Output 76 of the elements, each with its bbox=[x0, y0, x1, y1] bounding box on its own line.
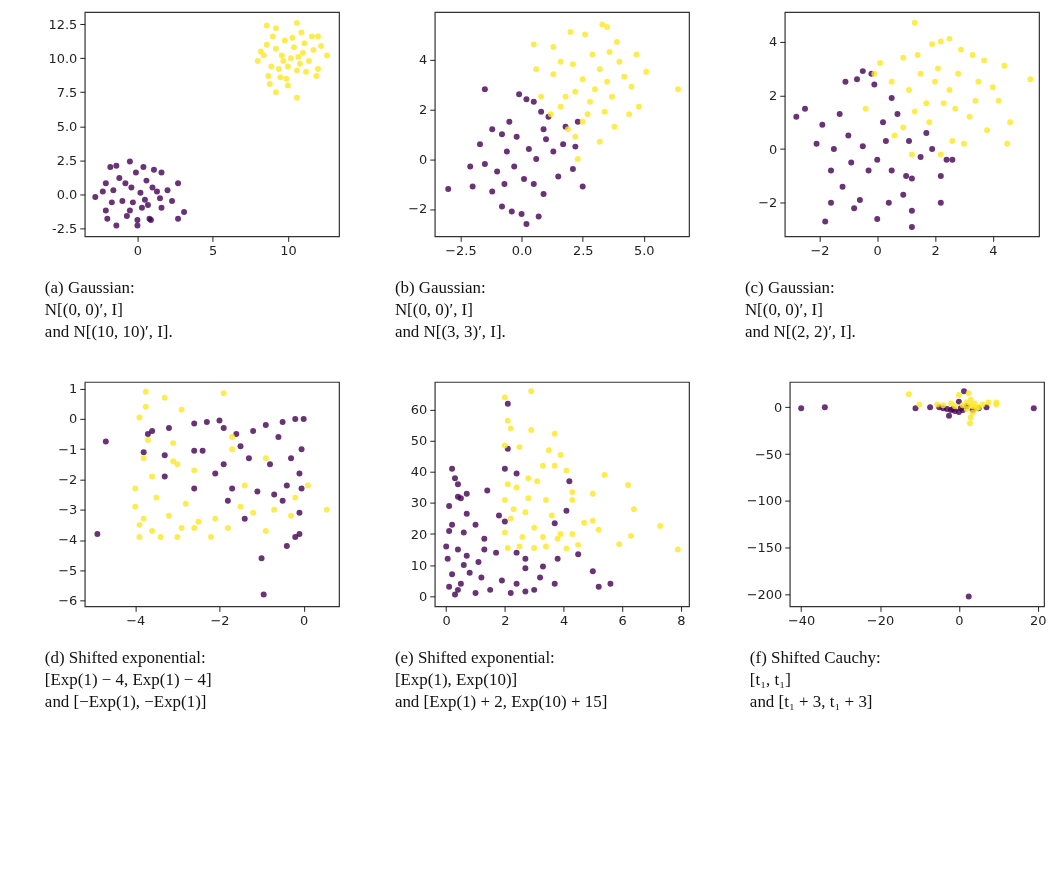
text: and N[(3, 3)′, I]. bbox=[394, 322, 506, 342]
x-tick-label: −2 bbox=[810, 242, 830, 258]
y-tick-label: 4 bbox=[769, 34, 778, 50]
x-tick-label: 5.0 bbox=[634, 242, 655, 258]
x-tick-label: −4 bbox=[126, 612, 146, 628]
y-tick-label: 12.5 bbox=[48, 16, 78, 32]
text: (e) Shifted exponential: bbox=[394, 648, 555, 668]
text: and N[(2, 2)′, I]. bbox=[744, 322, 856, 342]
x-tick-label: 8 bbox=[677, 612, 686, 628]
y-tick-label: 20 bbox=[410, 526, 428, 542]
text: N[(0, 0)′, I] bbox=[44, 300, 123, 320]
y-tick-label: −2 bbox=[408, 201, 428, 217]
y-tick-label: -2.5 bbox=[52, 220, 78, 236]
y-tick-label: −5 bbox=[58, 562, 78, 578]
y-tick-label: 0 bbox=[419, 588, 428, 604]
y-tick-label: 40 bbox=[410, 464, 428, 480]
text: (b) Gaussian: bbox=[394, 278, 486, 298]
y-tick-label: 0.0 bbox=[56, 186, 78, 202]
text: (a) Gaussian: bbox=[44, 278, 135, 298]
y-tick-label: 2 bbox=[419, 101, 428, 117]
text: (d) Shifted exponential: bbox=[44, 648, 206, 668]
text: N[(0, 0)′, I] bbox=[744, 300, 823, 320]
x-tick-label: −40 bbox=[788, 612, 816, 628]
text: [t₁, t₁] bbox=[749, 670, 791, 690]
y-tick-label: 10.0 bbox=[48, 50, 78, 66]
y-tick-label: 7.5 bbox=[56, 84, 78, 100]
y-tick-label: −2 bbox=[58, 471, 78, 487]
y-tick-label: 50 bbox=[410, 433, 428, 449]
y-tick-label: 60 bbox=[410, 402, 428, 418]
y-tick-label: 0 bbox=[69, 411, 78, 427]
x-tick-label: 10 bbox=[280, 242, 297, 258]
x-tick-label: 0 bbox=[955, 612, 964, 628]
x-tick-label: 0 bbox=[873, 242, 882, 258]
text: N[(0, 0)′, I] bbox=[394, 300, 473, 320]
x-tick-label: 0 bbox=[442, 612, 451, 628]
y-tick-label: 5.0 bbox=[56, 118, 78, 134]
y-tick-label: −4 bbox=[58, 532, 78, 548]
text: and [−Exp(1), −Exp(1)] bbox=[44, 692, 207, 712]
y-tick-label: −1 bbox=[58, 441, 78, 457]
text: (f) Shifted Cauchy: bbox=[749, 648, 881, 668]
text: and [t₁ + 3, t₁ + 3] bbox=[749, 692, 873, 712]
y-tick-label: −200 bbox=[746, 587, 783, 603]
text: and N[(10, 10)′, I]. bbox=[44, 322, 173, 342]
y-tick-label: 1 bbox=[69, 381, 78, 397]
x-tick-label: 4 bbox=[559, 612, 569, 628]
text: [Exp(1) − 4, Exp(1) − 4] bbox=[44, 670, 212, 690]
x-tick-label: 0.0 bbox=[511, 242, 533, 258]
y-tick-label: 2.5 bbox=[56, 152, 78, 168]
y-tick-label: 0 bbox=[774, 399, 783, 415]
y-tick-label: −150 bbox=[746, 540, 783, 556]
y-tick-label: 0 bbox=[419, 151, 428, 167]
y-tick-label: 4 bbox=[419, 51, 428, 67]
x-tick-label: 4 bbox=[989, 242, 998, 258]
y-tick-label: 10 bbox=[410, 557, 428, 573]
y-tick-label: −100 bbox=[746, 493, 783, 509]
x-tick-label: 2 bbox=[931, 242, 940, 258]
x-tick-label: 0 bbox=[133, 242, 143, 258]
text: (c) Gaussian: bbox=[744, 278, 835, 298]
x-tick-label: −20 bbox=[866, 612, 895, 628]
y-tick-label: −2 bbox=[758, 195, 778, 211]
x-tick-label: 6 bbox=[618, 612, 627, 628]
y-tick-label: 0 bbox=[769, 141, 778, 157]
x-tick-label: −2.5 bbox=[445, 242, 477, 258]
y-tick-label: −6 bbox=[58, 593, 78, 609]
y-tick-label: 30 bbox=[410, 495, 428, 511]
text: and [Exp(1) + 2, Exp(10) + 15] bbox=[394, 692, 608, 712]
y-tick-label: −50 bbox=[754, 446, 783, 462]
x-tick-label: 2 bbox=[501, 612, 510, 628]
x-tick-label: −2 bbox=[210, 612, 230, 628]
x-tick-label: 5 bbox=[209, 242, 218, 258]
x-tick-label: 20 bbox=[1029, 612, 1047, 628]
y-tick-label: 2 bbox=[769, 87, 778, 103]
text: [Exp(1), Exp(10)] bbox=[394, 670, 518, 690]
y-tick-label: −3 bbox=[58, 502, 78, 518]
x-tick-label: 0 bbox=[300, 612, 309, 628]
x-tick-label: 2.5 bbox=[572, 242, 594, 258]
